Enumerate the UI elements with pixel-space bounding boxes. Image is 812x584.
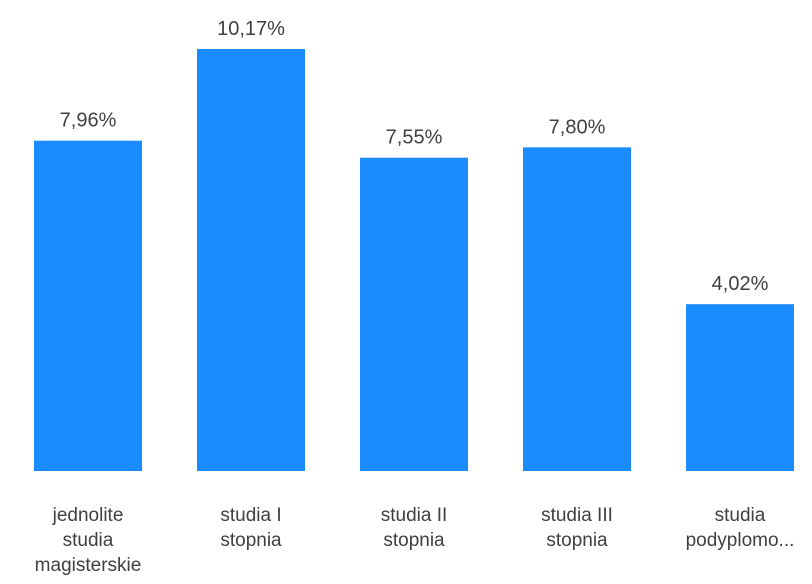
bar-1 [197,49,305,471]
category-label-line: studia III [541,505,613,526]
bar-3 [523,147,631,472]
category-label-3: studia III stopnia [541,505,613,551]
category-label-line: studia I [220,505,281,526]
category-label-line: stopnia [383,530,445,551]
value-labels-group: 7,96% 10,17% 7,55% 7,80% 4,02% [60,18,769,295]
data-label-2: 7,55% [386,127,443,149]
category-label-1: studia I stopnia [220,505,282,551]
category-label-line: studia [715,505,766,526]
bar-0 [34,140,142,471]
category-label-line: jednolite [52,505,124,526]
data-label-0: 7,96% [60,110,117,132]
category-labels-group: jednolite studia magisterskie studia I stopn… [35,505,795,576]
category-label-4: studia podyplomo... [686,505,795,551]
category-label-0: jednolite studia magisterskie [35,505,142,576]
category-label-line: studia II [381,505,448,526]
category-label-line: podyplomo... [686,530,795,551]
data-label-1: 10,17% [217,18,285,40]
data-label-4: 4,02% [712,273,769,295]
bar-4 [686,304,794,471]
category-label-line: studia [63,530,114,551]
category-label-2: studia II stopnia [381,505,448,551]
bar-2 [360,157,468,472]
category-label-line: stopnia [546,530,608,551]
data-label-3: 7,80% [549,116,606,138]
category-label-line: magisterskie [35,555,142,576]
category-label-line: stopnia [220,530,282,551]
bars-group [34,49,794,472]
